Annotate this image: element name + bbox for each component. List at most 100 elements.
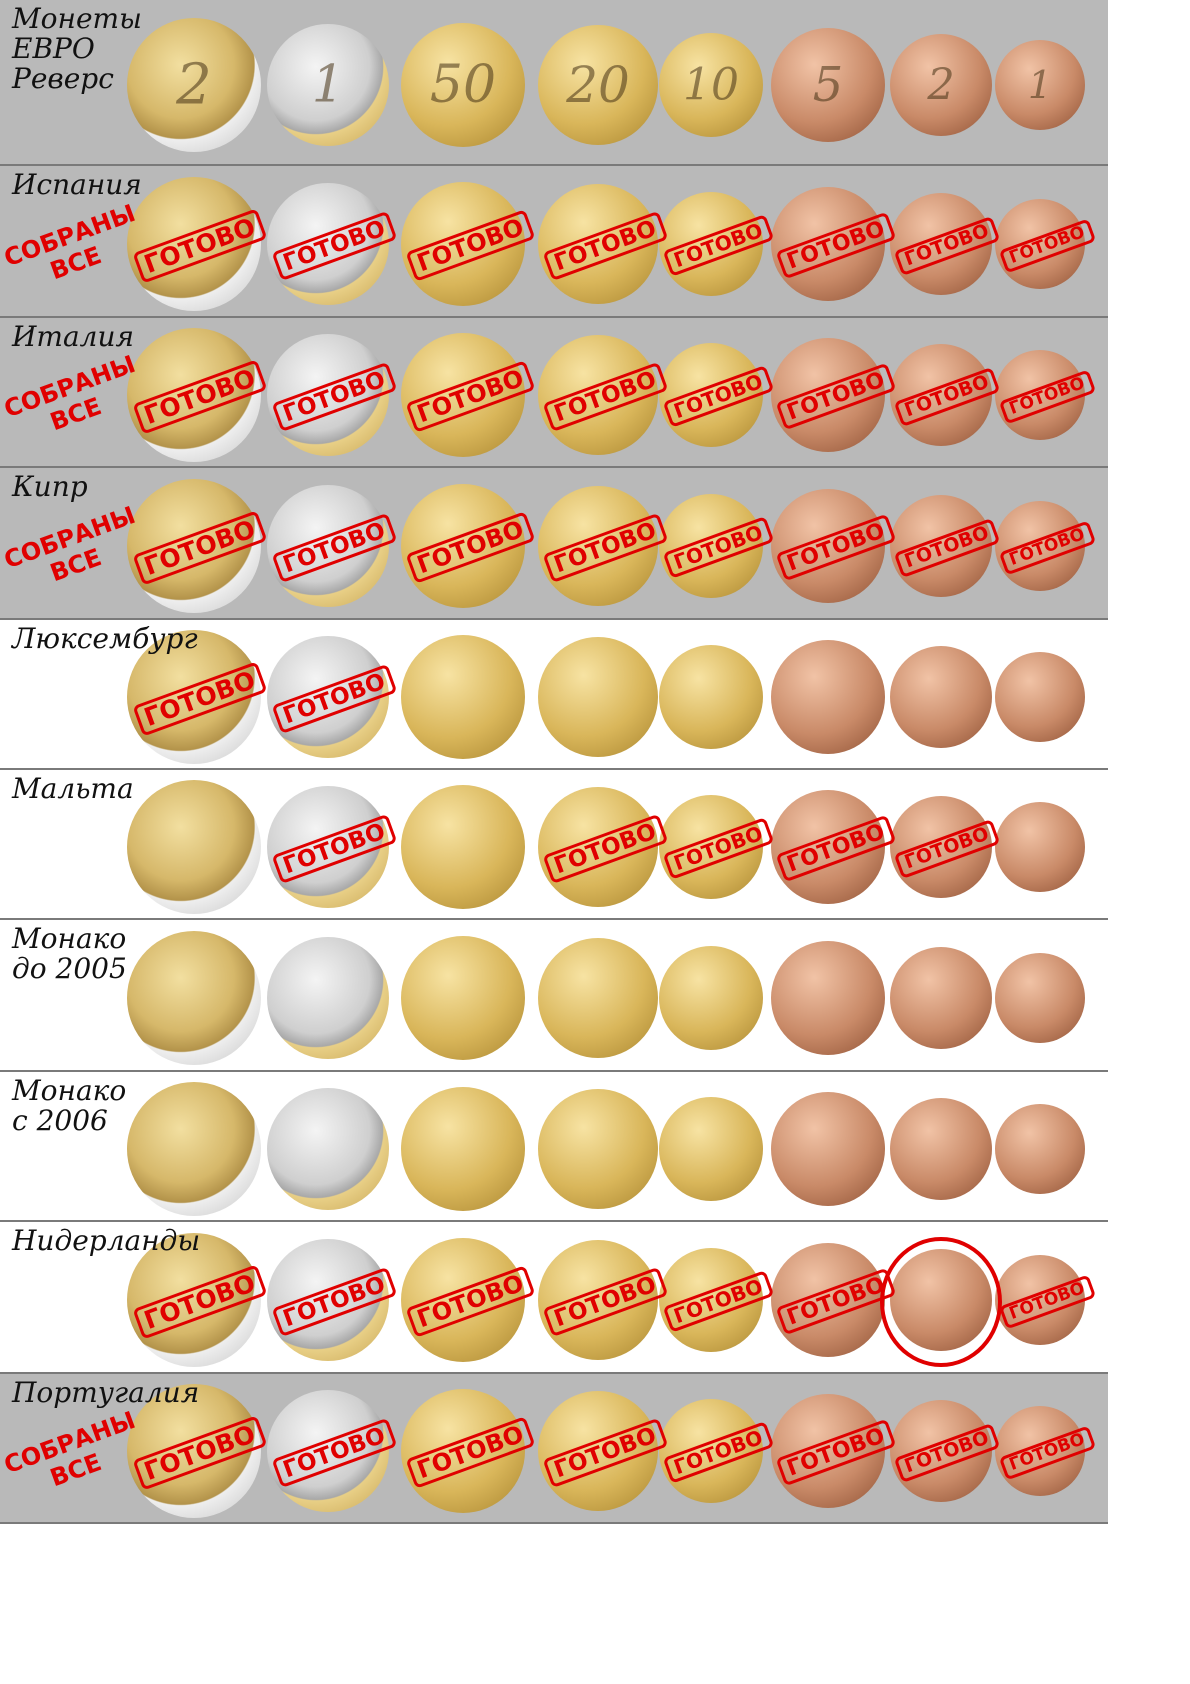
coin-2-euro bbox=[127, 931, 261, 1065]
coin-value-label: 20 bbox=[566, 56, 630, 114]
row-title: Испания bbox=[12, 168, 142, 201]
coin-2-euro-cent bbox=[890, 1098, 992, 1200]
coin-10-euro-cent bbox=[659, 494, 763, 598]
coin-1-euro-cent bbox=[995, 802, 1085, 892]
coin-1-euro-cent bbox=[995, 1255, 1085, 1345]
coin-20-euro-cent bbox=[538, 1240, 658, 1360]
coin-collection-sheet: Монеты ЕВРО Реверс 2 1 50 20 10 5 2 1 Испания ГОТО… bbox=[0, 0, 1108, 1524]
coin-value-label: 2 bbox=[927, 60, 955, 110]
coin-1-euro-cent bbox=[995, 652, 1085, 742]
coin-2-euro bbox=[127, 1384, 261, 1518]
coin-row: Испания ГОТОВО ГОТОВО ГОТОВО ГОТОВО ГОТОВО ГОТ… bbox=[0, 166, 1108, 318]
coin-20-euro-cent bbox=[538, 184, 658, 304]
coin-1-euro bbox=[267, 636, 389, 758]
coin-10-euro-cent bbox=[659, 1248, 763, 1352]
coin-row: Кипр ГОТОВО ГОТОВО ГОТОВО ГОТОВО ГОТОВО ГОТОВО… bbox=[0, 468, 1108, 620]
coin-1-euro-cent bbox=[995, 199, 1085, 289]
coin-2-euro-cent bbox=[890, 947, 992, 1049]
coin-1-euro bbox=[267, 1088, 389, 1210]
coin-2-euro-cent bbox=[890, 1400, 992, 1502]
coin-2-euro-cent bbox=[890, 344, 992, 446]
coin-50-euro-cent bbox=[401, 484, 525, 608]
coin-value-label: 10 bbox=[683, 59, 739, 111]
coin-20-euro-cent bbox=[538, 787, 658, 907]
coin-1-euro bbox=[267, 937, 389, 1059]
coin-2-euro bbox=[127, 780, 261, 914]
coin-5-euro-cent bbox=[771, 187, 885, 301]
coin-20-euro-cent bbox=[538, 335, 658, 455]
coin-row: Монако до 2005 bbox=[0, 920, 1108, 1072]
coin-10-euro-cent bbox=[659, 645, 763, 749]
coin-value-label: 50 bbox=[429, 55, 497, 115]
coin-20-euro-cent bbox=[538, 1089, 658, 1209]
coin-2-euro-cent bbox=[890, 796, 992, 898]
coin-50-euro-cent bbox=[401, 785, 525, 909]
row-title: Монеты ЕВРО Реверс bbox=[12, 2, 142, 95]
coin-value-label: 2 bbox=[176, 52, 212, 118]
coin-value-label: 1 bbox=[311, 55, 345, 115]
coin-2-euro bbox=[127, 630, 261, 764]
coin-1-euro-cent bbox=[995, 953, 1085, 1043]
coin-10-euro-cent: 10 bbox=[659, 33, 763, 137]
coin-20-euro-cent bbox=[538, 486, 658, 606]
coin-50-euro-cent: 50 bbox=[401, 23, 525, 147]
coin-row: Монако с 2006 bbox=[0, 1072, 1108, 1222]
coin-5-euro-cent bbox=[771, 489, 885, 603]
coin-1-euro bbox=[267, 183, 389, 305]
coin-2-euro bbox=[127, 328, 261, 462]
coin-10-euro-cent bbox=[659, 343, 763, 447]
coin-2-euro-cent: 2 bbox=[890, 34, 992, 136]
row-title: Мальта bbox=[12, 772, 134, 805]
coin-1-euro bbox=[267, 334, 389, 456]
coin-5-euro-cent bbox=[771, 640, 885, 754]
coin-value-label: 1 bbox=[1027, 63, 1053, 107]
coin-50-euro-cent bbox=[401, 1238, 525, 1362]
coin-row: Португалия ГОТОВО ГОТОВО ГОТОВО ГОТОВО ГОТОВО… bbox=[0, 1374, 1108, 1524]
coin-2-euro: 2 bbox=[127, 18, 261, 152]
coin-5-euro-cent bbox=[771, 338, 885, 452]
coin-5-euro-cent bbox=[771, 1243, 885, 1357]
coin-1-euro-cent bbox=[995, 1104, 1085, 1194]
coin-50-euro-cent bbox=[401, 333, 525, 457]
coin-20-euro-cent: 20 bbox=[538, 25, 658, 145]
coin-2-euro-cent bbox=[890, 193, 992, 295]
coin-5-euro-cent bbox=[771, 1394, 885, 1508]
coin-1-euro bbox=[267, 786, 389, 908]
coin-10-euro-cent bbox=[659, 1399, 763, 1503]
coin-2-euro bbox=[127, 479, 261, 613]
row-title: Монако до 2005 bbox=[12, 922, 127, 985]
coin-1-euro bbox=[267, 1239, 389, 1361]
coin-50-euro-cent bbox=[401, 635, 525, 759]
row-title: Люксембург bbox=[12, 622, 198, 655]
coin-50-euro-cent bbox=[401, 1087, 525, 1211]
coin-10-euro-cent bbox=[659, 192, 763, 296]
coin-value-label: 5 bbox=[812, 57, 844, 113]
coin-20-euro-cent bbox=[538, 637, 658, 757]
coin-1-euro: 1 bbox=[267, 24, 389, 146]
coin-row: Италия ГОТОВО ГОТОВО ГОТОВО ГОТОВО ГОТОВО ГОТО… bbox=[0, 318, 1108, 468]
coin-20-euro-cent bbox=[538, 938, 658, 1058]
coin-2-euro-cent bbox=[890, 495, 992, 597]
coin-20-euro-cent bbox=[538, 1391, 658, 1511]
coin-10-euro-cent bbox=[659, 946, 763, 1050]
coin-1-euro-cent bbox=[995, 501, 1085, 591]
coin-5-euro-cent bbox=[771, 790, 885, 904]
coin-1-euro-cent bbox=[995, 1406, 1085, 1496]
row-title: Нидерланды bbox=[12, 1224, 201, 1257]
coin-row: Монеты ЕВРО Реверс 2 1 50 20 10 5 2 1 bbox=[0, 0, 1108, 166]
circle-mark bbox=[880, 1237, 1002, 1367]
coin-row: Нидерланды ГОТОВО ГОТОВО ГОТОВО ГОТОВО ГОТОВО… bbox=[0, 1222, 1108, 1374]
coin-row: Люксембург ГОТОВО ГОТОВО bbox=[0, 620, 1108, 770]
collected-all-label: СОБРАНЫ ВСЕ bbox=[0, 1405, 140, 1493]
coin-2-euro bbox=[127, 177, 261, 311]
row-title: Кипр bbox=[12, 470, 88, 503]
coin-1-euro-cent bbox=[995, 350, 1085, 440]
row-title: Португалия bbox=[12, 1376, 200, 1409]
coin-5-euro-cent bbox=[771, 1092, 885, 1206]
coin-10-euro-cent bbox=[659, 795, 763, 899]
collected-all-label: СОБРАНЫ ВСЕ bbox=[0, 198, 140, 286]
coin-2-euro-cent bbox=[890, 646, 992, 748]
coin-2-euro bbox=[127, 1233, 261, 1367]
coin-50-euro-cent bbox=[401, 182, 525, 306]
coin-5-euro-cent: 5 bbox=[771, 28, 885, 142]
